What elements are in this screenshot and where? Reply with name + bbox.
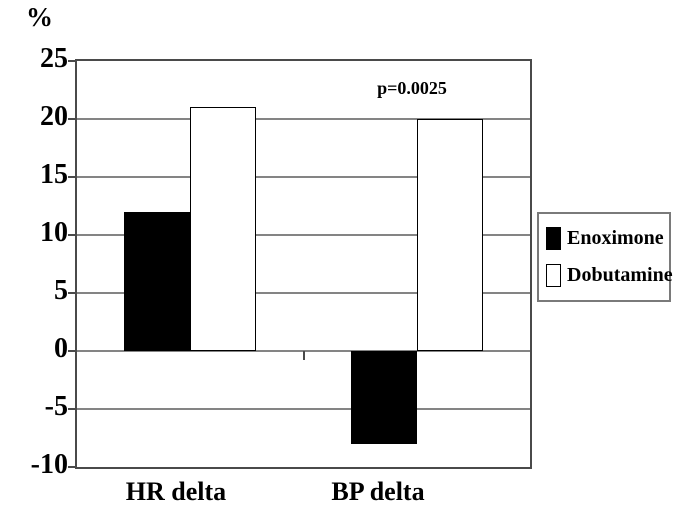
gridline-20 [77, 118, 530, 120]
annotation-p-value: p=0.0025 [377, 78, 447, 98]
bar-dobutamine-bp-delta [416, 119, 483, 351]
legend-entry-enoximone: Enoximone [546, 227, 669, 250]
y-tick-label-0: 0 [54, 333, 68, 364]
legend-entry-dobutamine: Dobutamine [546, 264, 673, 287]
x-category-label-hr-delta: HR delta [125, 477, 227, 506]
y-axis-tick [68, 60, 77, 62]
y-axis-unit-label: % [26, 2, 53, 32]
legend: Enoximone Dobutamine [537, 212, 673, 302]
gridline-10 [77, 234, 530, 236]
x-axis-category-tick [302, 351, 305, 360]
y-axis-tick [68, 408, 77, 410]
y-tick-label-10: 10 [40, 217, 68, 248]
gridline-15 [77, 176, 530, 178]
legend-label-dobutamine: Dobutamine [567, 264, 673, 286]
y-axis-tick [68, 292, 77, 294]
y-tick-label-15: 15 [40, 159, 68, 190]
y-tick-label-5: 5 [54, 275, 68, 306]
bar-enoximone-hr-delta [124, 211, 191, 351]
gridline--5 [77, 408, 530, 410]
legend-swatch-enoximone [546, 227, 561, 250]
bar-dobutamine-hr-delta [190, 107, 257, 351]
y-axis-tick [68, 176, 77, 178]
bar-enoximone-bp-delta [350, 351, 417, 444]
gridline-5 [77, 292, 530, 294]
y-tick-label--5: -5 [44, 391, 68, 422]
legend-swatch-dobutamine [546, 264, 561, 287]
y-axis-tick [68, 350, 77, 352]
y-axis-tick [68, 466, 77, 468]
y-axis-tick [68, 118, 77, 120]
y-axis-tick [68, 234, 77, 236]
legend-label-enoximone: Enoximone [567, 227, 664, 249]
x-category-label-bp-delta: BP delta [331, 477, 425, 506]
y-tick-label-25: 25 [40, 43, 68, 74]
y-tick-label--10: -10 [30, 449, 68, 480]
plot-area: p=0.0025 [68, 59, 532, 469]
y-tick-label-20: 20 [40, 101, 68, 132]
